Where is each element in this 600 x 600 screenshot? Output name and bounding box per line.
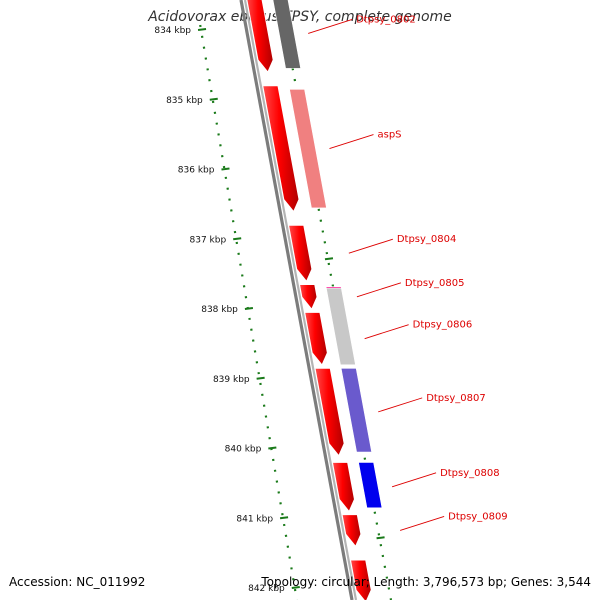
- gene-label-leader: [356, 282, 402, 298]
- ruler-tick-label: 838 kbp: [201, 305, 238, 315]
- ruler-layer: 834 kbp 835 kbp 836 kbp 837 kbp 838 kbp 839 k…: [154, 24, 393, 600]
- gene-arrow[interactable]: [341, 514, 362, 547]
- gene-arrow[interactable]: [350, 559, 372, 600]
- gene-arrow[interactable]: [288, 224, 313, 282]
- label-layer: Dtpsy_0802 aspS Dtpsy_0804 Dtpsy_0805 Dtpsy_…: [308, 14, 508, 531]
- ruler-tick-label: 839 kbp: [213, 375, 250, 385]
- gene-label-leader: [378, 397, 423, 413]
- gene-label[interactable]: aspS: [377, 130, 401, 141]
- gene-layer: [246, 0, 372, 600]
- gene-arrow[interactable]: [332, 462, 355, 513]
- ruler-tick: [291, 586, 300, 589]
- ruler-tick-label: 841 kbp: [236, 514, 273, 524]
- map-title: Acidovorax ebreus TPSY, complete genome: [148, 9, 452, 25]
- gene-label-leader: [348, 238, 393, 254]
- gene-label[interactable]: Dtpsy_0802: [356, 14, 416, 25]
- gene-label-leader: [329, 134, 374, 150]
- gene-label-leader: [308, 19, 353, 34]
- ruler-tick-label: 836 kbp: [178, 166, 215, 176]
- backbone-line-outer: [239, 0, 354, 600]
- gene-label-leader: [364, 324, 409, 340]
- gene-label[interactable]: Dtpsy_0805: [405, 278, 465, 289]
- gene-label[interactable]: Dtpsy_0808: [440, 468, 500, 479]
- ruler-tick-right: [376, 536, 385, 540]
- ruler-tick: [268, 446, 277, 450]
- ruler-tick-label: 842 kbp: [248, 584, 285, 594]
- cog-block: [289, 88, 327, 209]
- gene-arrow[interactable]: [262, 85, 300, 213]
- gene-label-leader: [391, 472, 437, 488]
- gene-label[interactable]: Dtpsy_0809: [448, 511, 508, 522]
- backbone-layer: [239, 0, 358, 600]
- ruler-tick: [233, 237, 242, 241]
- ruler-tick: [244, 307, 254, 310]
- ruler-tick-right: [324, 257, 334, 261]
- cog-block: [325, 287, 356, 366]
- ruler-tick: [279, 516, 289, 520]
- gene-label[interactable]: Dtpsy_0806: [413, 320, 473, 331]
- genome-summary-text: Topology: circular; Length: 3,796,573 bp…: [261, 575, 591, 589]
- cog-block: [272, 0, 302, 69]
- gene-arrow[interactable]: [246, 0, 274, 73]
- gene-label[interactable]: Dtpsy_0807: [426, 393, 486, 404]
- gene-arrow[interactable]: [304, 312, 328, 366]
- ruler-tick-label: 835 kbp: [166, 96, 203, 106]
- ruler-tick: [221, 167, 230, 171]
- cog-block: [358, 462, 383, 509]
- ruler-tick-label: 834 kbp: [154, 26, 191, 36]
- gene-label-leader: [399, 516, 445, 531]
- ruler-tick: [197, 28, 207, 31]
- ruler-tick-label: 837 kbp: [190, 235, 227, 245]
- ruler-tick-label: 840 kbp: [225, 445, 262, 455]
- cog-layer: [272, 0, 383, 509]
- cog-block: [340, 367, 372, 453]
- ruler-tick: [209, 97, 218, 101]
- accession-text: Accession: NC_011992: [9, 575, 146, 589]
- ruler-tick: [256, 376, 265, 380]
- ruler-dotted-line-left: [199, 24, 298, 600]
- gene-arrow[interactable]: [314, 367, 345, 457]
- backbone-line-inner: [243, 0, 358, 600]
- gene-label[interactable]: Dtpsy_0804: [397, 234, 457, 245]
- gene-arrow[interactable]: [299, 284, 318, 310]
